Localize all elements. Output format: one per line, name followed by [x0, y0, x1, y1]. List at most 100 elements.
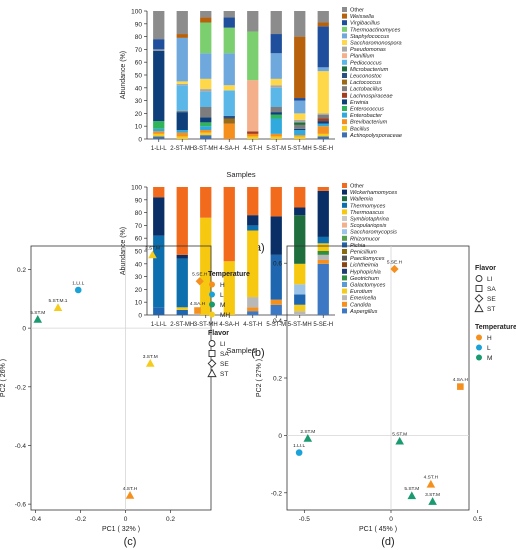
x-axis-title: PC1 ( 45% )	[359, 526, 397, 533]
bar-segment	[294, 311, 306, 315]
point-label: 5.ST.M	[404, 486, 419, 492]
x-tick-label: 3-ST-MH	[194, 146, 218, 152]
point-label: 4.ST.H	[424, 475, 439, 481]
bar-segment	[200, 117, 212, 123]
x-tick-label: 4-SA-H	[219, 322, 239, 328]
bar-segment	[317, 259, 329, 264]
legend-swatch	[342, 262, 347, 268]
y-tick-label: 90	[135, 21, 143, 28]
x-tick-label: 5-ST-M	[266, 322, 286, 328]
bar-segment	[317, 22, 329, 27]
y-tick-label: 10	[135, 300, 143, 307]
bar-segment	[270, 53, 282, 79]
legend-swatch	[342, 33, 347, 39]
bar-segment	[270, 136, 282, 139]
point-label: 4.SA.H	[190, 301, 206, 307]
bar-segment	[317, 121, 329, 124]
x-axis-title: PC1 ( 32% )	[102, 526, 140, 533]
bar-segment	[317, 26, 329, 68]
bar-segment	[270, 87, 282, 107]
y-tick-label: -0.6	[15, 502, 27, 509]
legend-swatch	[342, 86, 347, 92]
legend-label: LI	[487, 276, 493, 283]
bar-segment	[176, 11, 188, 35]
legend-swatch	[342, 20, 347, 26]
bar-segment	[317, 243, 329, 251]
x-tick-label: 2-ST-MH	[170, 322, 194, 328]
x-tick-label: 1-LI-L	[151, 146, 167, 152]
bar-segment	[200, 122, 212, 127]
y-tick-label: 0	[138, 137, 142, 144]
bar-segment	[153, 136, 165, 139]
bar-segment	[176, 110, 188, 113]
y-tick-label: 50	[135, 73, 143, 80]
data-point	[53, 303, 63, 312]
bar-segment	[317, 187, 329, 191]
data-point	[195, 277, 204, 286]
bar-segment	[294, 135, 306, 137]
legend-swatch	[342, 53, 347, 59]
legend-swatch	[342, 99, 347, 105]
legend-swatch	[342, 308, 347, 314]
bar-segment	[223, 17, 235, 28]
legend-swatch	[342, 119, 347, 125]
bar-segment	[200, 91, 212, 107]
legend-swatch	[342, 40, 347, 45]
legend-marker	[209, 311, 215, 318]
y-tick-label: 100	[131, 9, 142, 16]
bar-segment	[153, 235, 165, 308]
legend-swatch	[342, 132, 347, 138]
panel-d: -0.5 0 0.5 -0.2 0 0.2 0.4 0.6 PC1 ( 45% ) PC2 ( 2…	[256, 245, 516, 548]
bar-segment	[270, 299, 282, 305]
data-point	[457, 383, 464, 390]
bar-segment	[294, 284, 306, 295]
legend-label: Candida	[350, 302, 371, 308]
legend-swatch	[342, 73, 347, 78]
y-axis-title: Abundance (%)	[120, 227, 127, 275]
legend-label: Saccharomonospora	[350, 41, 402, 47]
bar-segment	[247, 311, 259, 315]
legend-swatch	[342, 189, 347, 195]
y-tick-label: 40	[135, 261, 143, 268]
x-axis-title: Samples	[226, 346, 255, 355]
legend-label: Lichtheimia	[350, 263, 378, 269]
panel-a: 0 10 20 30 40 50 60 70 80 90 100 Abundance (%) Sampl…	[120, 7, 402, 254]
legend-label: SA	[487, 286, 496, 293]
y-tick-label: 0.4	[273, 318, 282, 325]
x-tick-label: 5-SE-H	[313, 146, 333, 152]
bar-segment	[247, 136, 259, 139]
bar-segment	[247, 11, 259, 32]
x-tick-label: 5-ST-M	[266, 146, 286, 152]
bar-segment	[317, 263, 329, 315]
bar-segment	[200, 217, 212, 315]
data-point	[74, 286, 82, 294]
bar-segment	[270, 112, 282, 115]
x-tick-label: 4-ST-H	[243, 146, 262, 152]
bar-segment	[223, 53, 235, 86]
legend-label: Erwinia	[350, 100, 368, 106]
legend-label: Aspergillus	[349, 309, 378, 315]
bar-segment	[294, 207, 306, 216]
x-tick-label: 2-ST-MH	[170, 146, 194, 152]
y-tick-label: -0.2	[271, 490, 283, 497]
bar-segment	[176, 309, 188, 315]
legend-label: Leuconostoc	[350, 74, 382, 80]
legend-swatch	[342, 46, 347, 52]
legend-marker	[476, 344, 482, 351]
bar-segment	[294, 36, 306, 99]
bar-segment	[176, 307, 188, 310]
legend-label: Wallemia	[350, 197, 373, 203]
y-tick-label: 10	[135, 124, 143, 131]
legend-swatch	[342, 255, 347, 261]
legend-title: Temperature	[208, 271, 250, 278]
bar-segment	[317, 118, 329, 122]
bar-segment	[270, 254, 282, 300]
bar-segment	[176, 112, 188, 131]
y-axis-title: PC2 ( 26% )	[0, 359, 7, 397]
bar-segment	[317, 136, 329, 139]
legend-marker	[209, 301, 215, 308]
bar-segment	[317, 71, 329, 114]
panel-b: 0 10 20 30 40 50 60 70 80 90 100 Abundance (%) Sampl…	[120, 183, 397, 359]
y-tick-label: 0.6	[273, 261, 282, 268]
legend-label: Lactococcus	[350, 80, 381, 86]
